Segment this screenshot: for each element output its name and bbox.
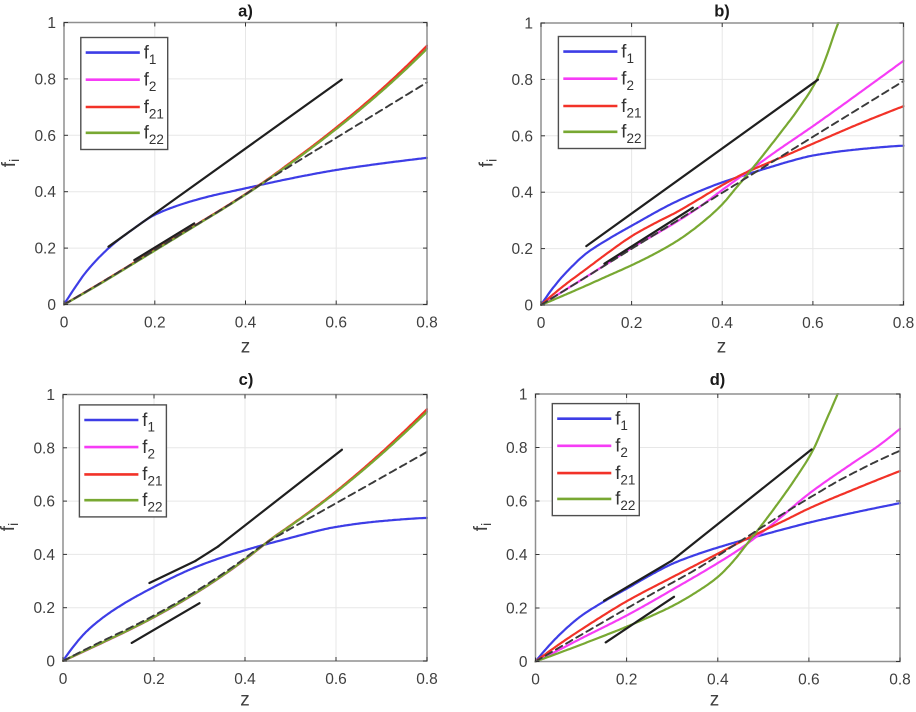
svg-text:0.4: 0.4	[711, 315, 733, 332]
svg-text:0.6: 0.6	[325, 671, 347, 688]
svg-text:0.4: 0.4	[234, 671, 256, 688]
svg-text:z: z	[710, 690, 720, 711]
svg-text:0.6: 0.6	[802, 315, 824, 332]
svg-text:0.8: 0.8	[893, 315, 915, 332]
svg-text:0.6: 0.6	[34, 128, 56, 145]
svg-text:0.2: 0.2	[144, 315, 166, 332]
svg-text:fi: fi	[0, 523, 21, 531]
svg-text:0.6: 0.6	[511, 128, 533, 145]
svg-text:0.8: 0.8	[506, 440, 528, 457]
svg-text:0.6: 0.6	[798, 672, 820, 689]
svg-text:0.2: 0.2	[511, 241, 533, 258]
svg-text:0.4: 0.4	[707, 672, 729, 689]
svg-text:0.4: 0.4	[34, 184, 56, 201]
svg-text:0.2: 0.2	[616, 672, 638, 689]
svg-text:0.8: 0.8	[416, 671, 438, 688]
svg-text:0.4: 0.4	[511, 185, 533, 202]
svg-text:0.6: 0.6	[506, 494, 528, 511]
svg-text:0.8: 0.8	[34, 71, 56, 88]
svg-text:a): a)	[238, 3, 253, 21]
svg-text:0.6: 0.6	[33, 494, 55, 511]
svg-text:z: z	[717, 337, 727, 358]
svg-text:0.2: 0.2	[143, 671, 165, 688]
svg-text:0: 0	[524, 298, 533, 315]
svg-text:0.8: 0.8	[889, 672, 911, 689]
svg-text:0: 0	[60, 315, 69, 332]
svg-text:0: 0	[46, 654, 55, 671]
svg-text:1: 1	[524, 16, 533, 33]
svg-text:z: z	[240, 690, 250, 711]
svg-text:0: 0	[531, 672, 540, 689]
svg-text:z: z	[241, 337, 251, 358]
svg-text:c): c)	[239, 371, 254, 389]
svg-text:0: 0	[47, 297, 56, 314]
svg-text:0.2: 0.2	[33, 600, 55, 617]
svg-text:0.4: 0.4	[506, 547, 528, 564]
svg-text:0.4: 0.4	[33, 547, 55, 564]
svg-text:0: 0	[519, 654, 528, 671]
svg-text:fi: fi	[477, 159, 500, 167]
svg-text:fi: fi	[471, 523, 494, 531]
svg-text:1: 1	[47, 15, 56, 32]
svg-text:d): d)	[710, 371, 726, 389]
svg-text:0.2: 0.2	[621, 315, 643, 332]
svg-text:1: 1	[46, 387, 55, 404]
svg-text:1: 1	[519, 387, 528, 404]
svg-text:0: 0	[59, 671, 68, 688]
svg-text:0.8: 0.8	[511, 72, 533, 89]
svg-text:0.2: 0.2	[506, 601, 528, 618]
svg-text:fi: fi	[0, 159, 22, 167]
svg-text:b): b)	[714, 3, 730, 21]
svg-text:0.2: 0.2	[34, 241, 56, 258]
svg-text:0: 0	[537, 315, 546, 332]
svg-text:0.6: 0.6	[325, 315, 347, 332]
svg-text:0.4: 0.4	[235, 315, 257, 332]
svg-text:0.8: 0.8	[416, 315, 438, 332]
svg-text:0.8: 0.8	[33, 440, 55, 457]
